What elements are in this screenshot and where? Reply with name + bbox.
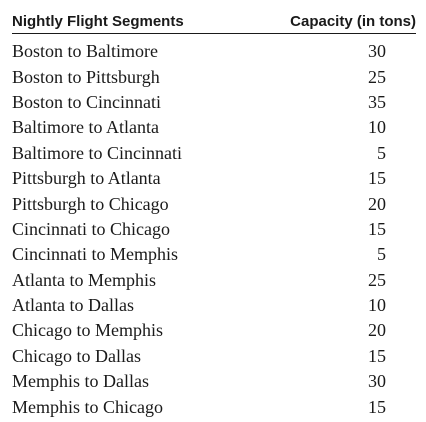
flight-segment-cell: Chicago to Memphis [12,320,163,341]
capacity-cell: 35 [368,91,386,112]
flight-segment-cell: Atlanta to Memphis [12,269,156,290]
flight-capacity-table: Nightly Flight Segments Capacity (in ton… [12,11,416,420]
flight-segment-cell: Memphis to Chicago [12,396,163,417]
table-row: Chicago to Memphis 20 [12,318,416,343]
capacity-cell: 10 [368,295,386,316]
table-body: Boston to Baltimore 30 Boston to Pittsburg… [12,39,416,420]
flight-segment-cell: Pittsburgh to Atlanta [12,168,161,189]
flight-segment-cell: Baltimore to Cincinnati [12,142,182,163]
table-header: Nightly Flight Segments Capacity (in ton… [12,11,416,34]
table-row: Atlanta to Memphis 25 [12,268,416,293]
table-row: Boston to Pittsburgh 25 [12,64,416,89]
capacity-cell: 25 [368,269,386,290]
table-row: Baltimore to Cincinnati 5 [12,141,416,166]
table-row: Chicago to Dallas 15 [12,344,416,369]
capacity-cell: 15 [368,345,386,366]
flight-segment-cell: Cincinnati to Chicago [12,218,170,239]
flight-segment-cell: Pittsburgh to Chicago [12,193,169,214]
flight-segment-cell: Atlanta to Dallas [12,295,134,316]
capacity-cell: 30 [368,371,386,392]
flight-segment-cell: Cincinnati to Memphis [12,244,178,265]
flight-segment-cell: Boston to Cincinnati [12,91,162,112]
capacity-cell: 5 [377,244,386,265]
capacity-cell: 15 [368,218,386,239]
capacity-cell: 25 [368,66,386,87]
capacity-cell: 20 [368,320,386,341]
flight-segment-cell: Baltimore to Atlanta [12,117,159,138]
capacity-cell: 15 [368,168,386,189]
capacity-cell: 10 [368,117,386,138]
capacity-cell: 30 [368,41,386,62]
flight-segment-cell: Boston to Baltimore [12,41,158,62]
capacity-cell: 15 [368,396,386,417]
table-row: Pittsburgh to Chicago 20 [12,191,416,216]
flight-segment-cell: Memphis to Dallas [12,371,149,392]
flight-segment-cell: Boston to Pittsburgh [12,66,160,87]
table-row: Memphis to Chicago 15 [12,394,416,419]
table-row: Boston to Baltimore 30 [12,39,416,64]
table-row: Atlanta to Dallas 10 [12,293,416,318]
segment-column-header: Nightly Flight Segments [12,13,184,30]
capacity-cell: 5 [377,142,386,163]
capacity-column-header: Capacity (in tons) [290,13,416,30]
table-row: Memphis to Dallas 30 [12,369,416,394]
table-row: Pittsburgh to Atlanta 15 [12,166,416,191]
table-row: Baltimore to Atlanta 10 [12,115,416,140]
capacity-cell: 20 [368,193,386,214]
table-row: Cincinnati to Memphis 5 [12,242,416,267]
flight-segment-cell: Chicago to Dallas [12,345,141,366]
table-row: Cincinnati to Chicago 15 [12,217,416,242]
table-row: Boston to Cincinnati 35 [12,90,416,115]
